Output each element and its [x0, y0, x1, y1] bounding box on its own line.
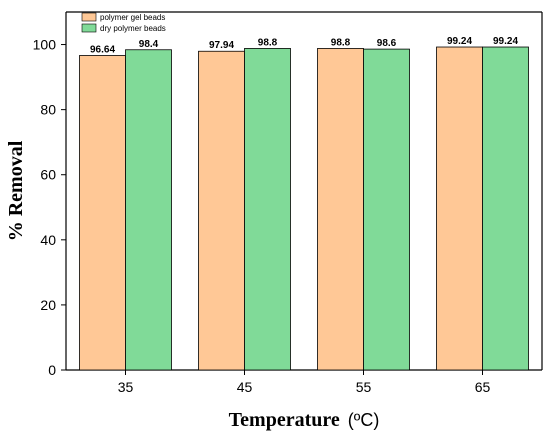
y-tick-label: 40: [40, 232, 56, 248]
data-label: 98.8: [258, 37, 278, 48]
y-axis-title: % Removal: [5, 140, 27, 241]
bar-dry-65: [482, 46, 529, 371]
bar-gel-35: [79, 55, 126, 371]
data-labels-group: 96.64 98.4 97.94 98.8 98.8 98.6 99.24 99.24: [90, 36, 518, 55]
y-tick-label: 20: [40, 297, 56, 313]
x-axis-title-unit: (ºC): [348, 410, 380, 430]
y-axis-ticks: 0 20 40 60 80 100: [33, 37, 66, 378]
x-tick-label: 65: [475, 379, 491, 395]
data-label: 97.94: [209, 40, 234, 51]
data-label: 98.4: [139, 39, 159, 50]
x-tick-label: 35: [118, 379, 134, 395]
y-tick-label: 0: [48, 362, 56, 378]
bars-group: [79, 46, 529, 371]
bar-gel-65: [436, 46, 483, 371]
data-label: 99.24: [447, 36, 472, 47]
bar-dry-45: [244, 48, 291, 371]
y-tick-label: 100: [33, 37, 57, 53]
data-label: 98.6: [377, 38, 397, 49]
y-tick-label: 60: [40, 167, 56, 183]
bar-gel-55: [317, 48, 364, 371]
data-label: 99.24: [493, 36, 518, 47]
legend-swatch-dry: [81, 23, 97, 33]
legend-label-dry: dry polymer beads: [100, 24, 166, 33]
bar-gel-45: [198, 50, 245, 371]
legend: polymer gel beads dry polymer beads: [81, 12, 166, 33]
y-tick-label: 80: [40, 102, 56, 118]
x-axis-title-text: Temperature: [229, 409, 340, 431]
x-tick-label: 45: [237, 379, 253, 395]
legend-swatch-gel: [81, 12, 97, 22]
x-axis-title: Temperature (ºC): [229, 409, 380, 431]
data-label: 98.8: [331, 37, 351, 48]
x-axis-ticks: 35 45 55 65: [118, 370, 491, 395]
bar-dry-35: [125, 49, 172, 371]
data-label: 96.64: [90, 44, 115, 55]
bar-dry-55: [363, 48, 410, 371]
x-tick-label: 55: [356, 379, 372, 395]
legend-label-gel: polymer gel beads: [100, 13, 165, 22]
